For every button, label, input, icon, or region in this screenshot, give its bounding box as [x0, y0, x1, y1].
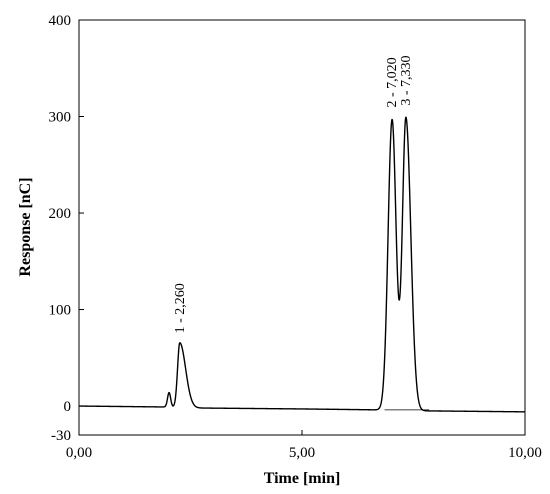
x-axis-ticks: 0,00 5,00 10,00: [66, 430, 542, 461]
peak-label: 1 - 2,260: [173, 283, 188, 333]
x-tick-label: 5,00: [289, 445, 315, 461]
peak-label: 3 - 7,330: [399, 55, 414, 105]
x-axis-title: Time [min]: [264, 470, 341, 487]
y-axis-title: Response [nC]: [17, 177, 34, 276]
y-axis-ticks: 400 300 200 100 0 -30: [49, 13, 84, 444]
y-tick-label: 300: [49, 110, 72, 126]
y-tick-label: 0: [64, 399, 72, 415]
y-tick-label: 400: [49, 13, 72, 29]
chromatogram-trace: [78, 116, 526, 413]
peak-label: 2 - 7,020: [385, 57, 400, 107]
plot-frame: [78, 19, 526, 436]
plot-area: 400 300 200 100 0 -30 0,00 5,00 10,00 1 - 2,260…: [49, 13, 542, 461]
y-tick-label: 200: [49, 206, 72, 222]
x-tick-label: 10,00: [508, 445, 542, 461]
x-tick-label: 0,00: [66, 445, 92, 461]
y-tick-label: 100: [49, 303, 72, 319]
y-tick-label: -30: [51, 428, 71, 444]
